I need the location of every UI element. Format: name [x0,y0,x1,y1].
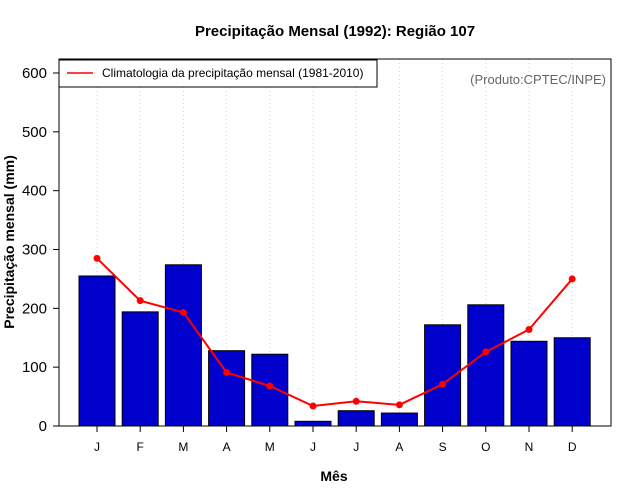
y-tick-label: 0 [39,418,47,435]
bar [208,350,246,427]
bar [510,340,548,427]
bar [337,410,375,427]
legend-label: Climatologia da precipitação mensal (198… [102,66,363,80]
y-tick-label: 500 [22,124,47,141]
climatology-point [395,401,403,409]
bar [553,337,591,427]
bar [294,420,332,427]
chart-title: Precipitação Mensal (1992): Região 107 [195,23,475,40]
climatology-point [93,254,101,262]
bar [164,264,202,427]
bars [78,264,591,427]
climatology-point [439,380,447,388]
y-axis-title: Precipitação mensal (mm) [1,155,17,329]
legend: Climatologia da precipitação mensal (198… [58,59,378,88]
climatology-point [525,326,533,334]
plot-frame [58,58,612,427]
x-tick-label: M [178,440,188,454]
y-tick-label: 100 [22,359,47,376]
x-tick-label: A [223,440,231,454]
x-axis-title: Mês [320,468,347,484]
legend-box [58,59,378,88]
y-tick-label: 400 [22,183,47,200]
x-tick-label: O [481,440,490,454]
bar [251,353,289,427]
y-axis: 0 100 200 300 400 500 600 [22,65,59,435]
climatology-point [568,275,576,283]
credit-annotation: (Produto:CPTEC/INPE) [470,72,606,87]
climatology-point [482,348,490,356]
x-tick-label: S [439,440,447,454]
bar [467,304,505,427]
x-tick-label: D [568,440,577,454]
x-tick-label: J [353,440,359,454]
climatology-line [93,254,576,410]
x-tick-label: F [137,440,144,454]
climatology-point [136,297,144,305]
bar [380,412,418,427]
x-tick-label: J [310,440,316,454]
bar [121,311,159,427]
x-tick-label: M [265,440,275,454]
bar [78,275,116,427]
x-tick-label: N [525,440,534,454]
climatology-point [179,308,187,316]
climatology-point [352,397,360,405]
x-tick-label: J [94,440,100,454]
y-tick-label: 600 [22,65,47,82]
climatology-line-path [96,257,573,408]
y-tick-label: 300 [22,242,47,259]
x-tick-label: A [395,440,403,454]
y-tick-label: 200 [22,300,47,317]
climatology-point [223,368,231,376]
climatology-point [309,402,317,410]
climatology-point [266,382,274,390]
